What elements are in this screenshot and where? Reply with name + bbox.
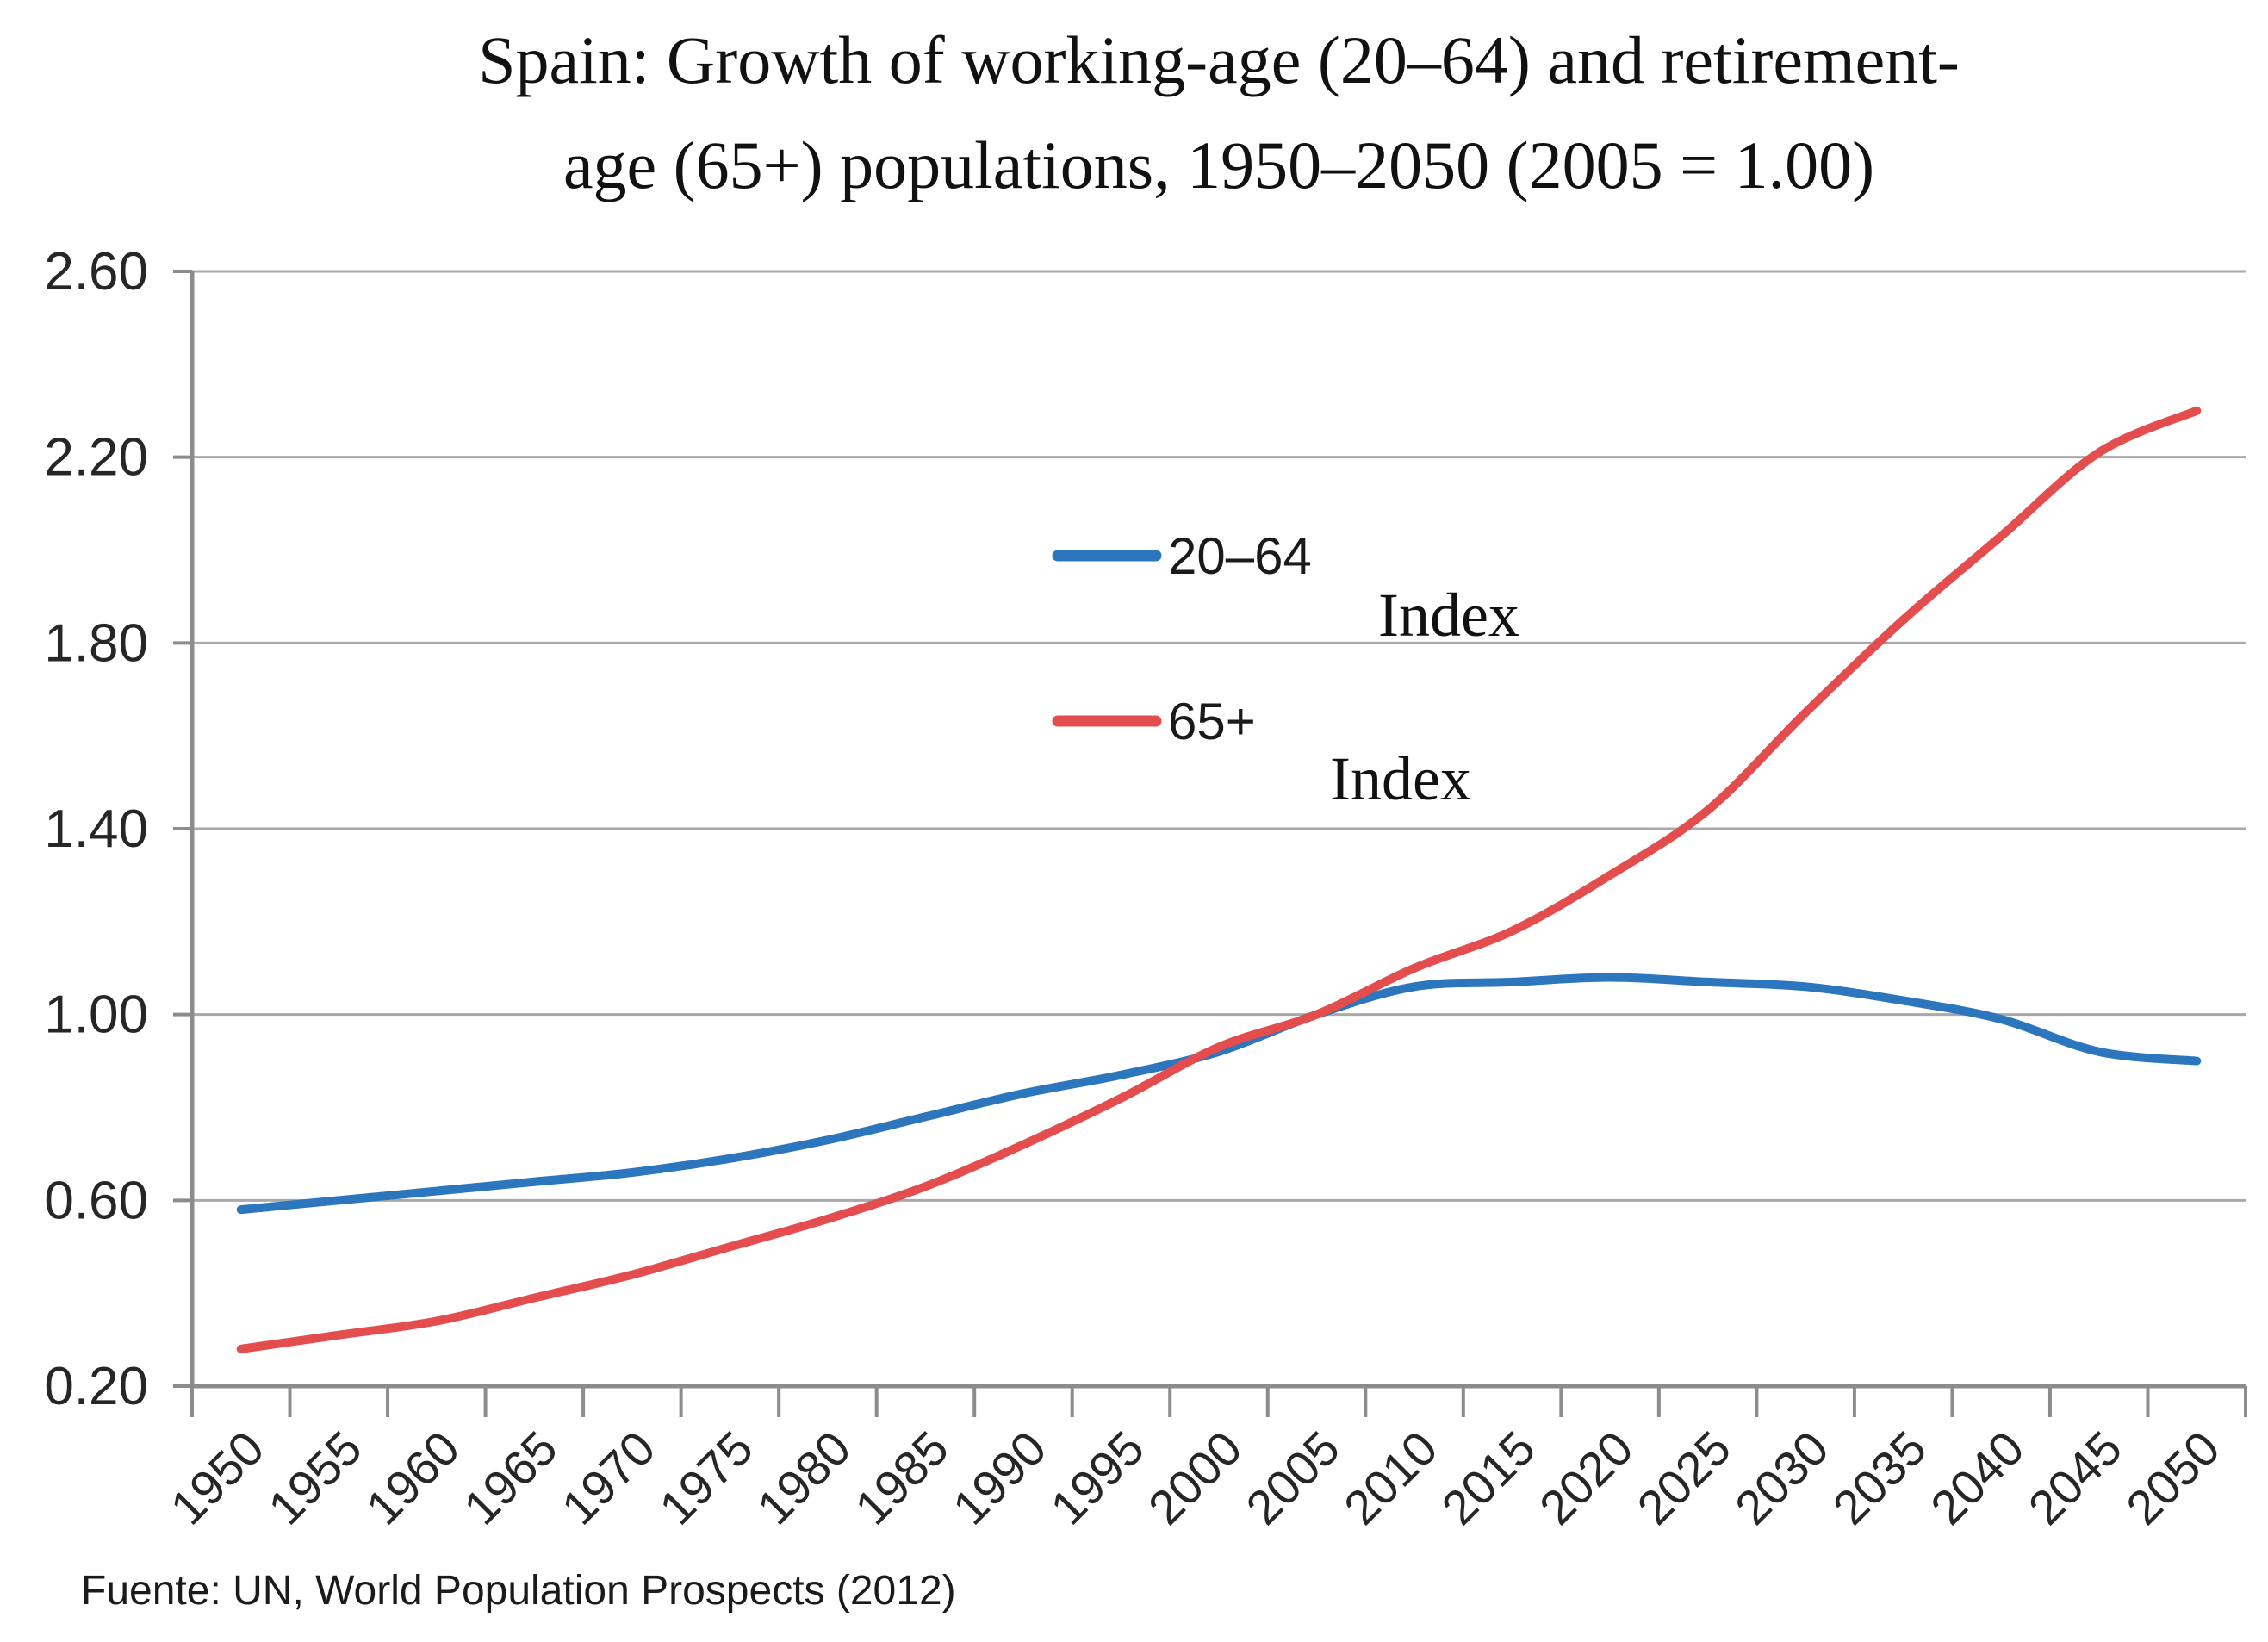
chart-title-line2: age (65+) populations, 1950–2050 (2005 =…	[563, 128, 1874, 202]
x-axis-tick-label: 2025	[1626, 1421, 1741, 1535]
x-axis-tick-label: 2020	[1529, 1421, 1644, 1535]
x-axis-tick-label: 1970	[551, 1421, 666, 1535]
series-line-20-64	[236, 973, 2202, 1215]
legend-annotation-index-1: Index	[1378, 581, 1519, 650]
x-axis-tick-label: 2045	[2018, 1421, 2133, 1535]
legend-label-65plus: 65+	[1168, 693, 1256, 750]
x-axis-tick-label: 2040	[1920, 1421, 2035, 1535]
y-axis-tick-label: 1.00	[44, 986, 148, 1045]
y-axis-tick-label: 1.80	[44, 613, 148, 673]
series-lines	[236, 406, 2202, 1353]
x-axis-tick-label: 1965	[453, 1421, 568, 1535]
y-axis-tick-label: 0.20	[44, 1357, 148, 1416]
x-axis-tick-label: 1990	[942, 1421, 1057, 1535]
x-axis-tick-label: 2010	[1333, 1421, 1448, 1535]
x-axis-tick-label: 2030	[1724, 1421, 1839, 1535]
x-axis-tick-label: 1985	[844, 1421, 959, 1535]
x-axis-tick-label: 1950	[160, 1421, 275, 1535]
y-axis-tick-label: 1.40	[44, 799, 148, 859]
chart-title-line1: Spain: Growth of working-age (20–64) and…	[478, 22, 1960, 97]
series-line-65plus	[236, 406, 2202, 1353]
x-axis-tick-label: 1995	[1040, 1421, 1154, 1535]
x-axis-tick-label: 2005	[1235, 1421, 1350, 1535]
source-note: Fuente: UN, World Population Prospects (…	[81, 1568, 956, 1614]
grid-and-axes: 2.60 2.20 1.80 1.40 1.00 0.60 0.20195019551960…	[44, 242, 2247, 1535]
y-axis-tick-label: 2.60	[44, 242, 148, 302]
x-axis-tick-label: 1980	[747, 1421, 861, 1535]
legend-label-20-64: 20–64	[1168, 527, 1312, 585]
x-axis-tick-label: 2015	[1431, 1421, 1545, 1535]
legend-annotation-index-2: Index	[1330, 744, 1471, 813]
x-axis-tick-label: 1960	[356, 1421, 470, 1535]
y-axis-tick-label: 2.20	[44, 428, 148, 488]
x-axis-tick-label: 2050	[2116, 1421, 2230, 1535]
y-axis-tick-label: 0.60	[44, 1171, 148, 1230]
legend: 20–64 Index 65+ Index	[1052, 527, 1519, 813]
x-axis-tick-label: 1975	[649, 1421, 763, 1535]
x-axis-tick-label: 1955	[258, 1421, 372, 1535]
x-axis-tick-label: 2035	[1823, 1421, 1937, 1535]
x-axis-tick-label: 2000	[1138, 1421, 1252, 1535]
